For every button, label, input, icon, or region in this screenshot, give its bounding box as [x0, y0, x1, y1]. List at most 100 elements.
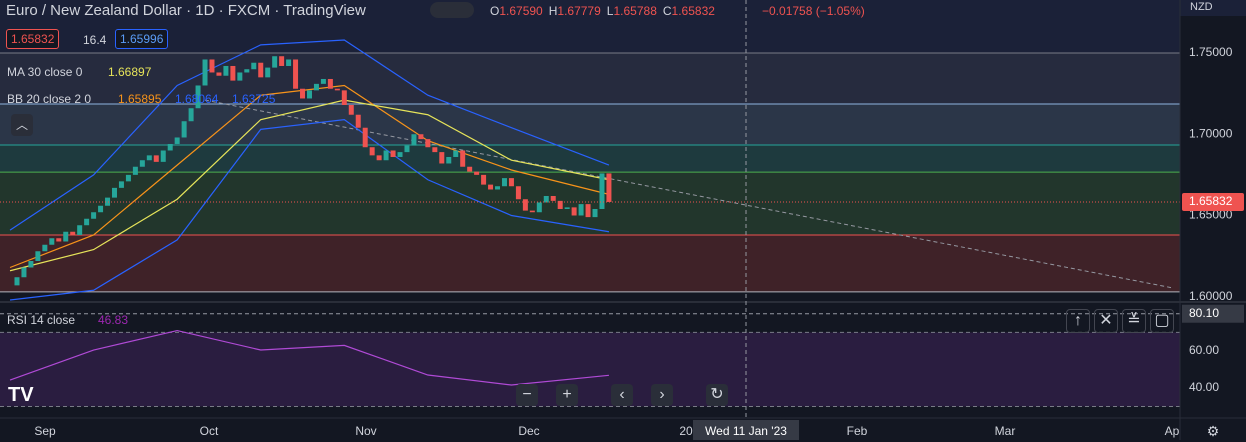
candle [313, 83, 319, 91]
y-tick-label: 1.65000 [1189, 208, 1233, 222]
candle [132, 166, 138, 175]
candle [383, 150, 389, 161]
move-up-button[interactable]: ↑ [1066, 309, 1090, 333]
candle [21, 267, 27, 278]
spread: 16.4 [83, 33, 107, 47]
candle [237, 72, 243, 81]
candle [529, 210, 535, 213]
candle [557, 200, 563, 209]
last-price-label: 1.65832 [1189, 194, 1233, 208]
candle [105, 197, 111, 206]
candle [146, 155, 152, 161]
time-label: 20 [679, 424, 693, 438]
candle [390, 150, 396, 157]
candle [446, 156, 452, 164]
candle [571, 207, 577, 216]
candle [432, 147, 438, 153]
time-label: Sep [34, 424, 56, 438]
candle [188, 108, 194, 122]
candle [481, 174, 487, 185]
settings-button[interactable]: ⚙ [1206, 423, 1220, 439]
candle [28, 260, 34, 268]
candle [279, 56, 285, 66]
candle [118, 181, 124, 188]
title: Euro / New Zealand Dollar · 1D · FXCM · … [6, 2, 366, 19]
candle [202, 59, 208, 86]
candle [369, 147, 375, 156]
candle [411, 134, 417, 146]
candle [84, 218, 90, 226]
ohlc-value: 1.67590 [499, 4, 543, 18]
pane-divider [0, 301, 1246, 303]
rsi-tick-label: 60.00 [1189, 343, 1219, 357]
candle [501, 178, 507, 187]
rsi-line [9, 329, 610, 386]
bb-lower-line [9, 118, 610, 301]
candle [543, 195, 549, 203]
candle [564, 207, 570, 209]
currency: NZD [1190, 1, 1213, 13]
candle [362, 127, 368, 148]
candle [195, 85, 201, 109]
candle [209, 59, 215, 73]
ma-label: MA 30 close 0 [7, 65, 83, 79]
top-right [1180, 0, 1246, 16]
scroll-right-button[interactable]: › [651, 384, 673, 406]
candle [125, 174, 131, 182]
candle [488, 184, 494, 190]
close-pane-button[interactable]: ✕ [1094, 309, 1118, 333]
candle [341, 90, 347, 105]
scroll-left-button[interactable]: ‹ [611, 384, 633, 406]
zoom-out-button[interactable]: − [516, 384, 538, 406]
ohlc-value: 1.67779 [557, 4, 601, 18]
rsi-band [0, 332, 1180, 407]
candle [244, 69, 250, 73]
candle [167, 143, 173, 151]
rsi-value: 46.83 [98, 313, 129, 327]
candle [536, 202, 542, 213]
candle [91, 212, 97, 219]
ohlc-value: 1.65832 [671, 4, 715, 18]
bb-upper: 1.68064 [175, 92, 219, 106]
candle [578, 204, 584, 216]
rsi-tick-label: 40.00 [1189, 380, 1219, 394]
last-price-tag [1182, 192, 1244, 211]
ohlc-key: O [490, 4, 500, 18]
zoom-in-button[interactable]: + [556, 384, 578, 406]
candle [230, 65, 236, 81]
change: −0.01758 (−1.05%) [762, 4, 865, 18]
maximize-button[interactable]: ▢ [1150, 309, 1174, 333]
sell-price[interactable]: 1.65832 [6, 29, 60, 49]
crosshair-time-tag [693, 420, 799, 440]
candle [49, 238, 55, 245]
candle [508, 178, 514, 187]
candle [418, 134, 424, 140]
candle [265, 67, 271, 78]
crosshair-value: 80.10 [1189, 306, 1219, 320]
level-band [0, 104, 1180, 145]
collapse-button[interactable]: ︿ [11, 114, 33, 136]
reset-button[interactable]: ↻ [706, 384, 728, 406]
level-band [0, 172, 1180, 235]
candle [585, 204, 591, 218]
rsi-label: RSI 14 close [7, 313, 76, 327]
candle [397, 152, 403, 157]
candle [334, 88, 340, 91]
candle [495, 186, 501, 190]
ohlc: O1.67590 H1.67779 L1.65788 C1.65832 [490, 4, 721, 18]
candle [606, 173, 612, 202]
top-area [0, 0, 1180, 53]
ma-value: 1.66897 [108, 65, 152, 79]
bb-lower: 1.63725 [232, 92, 276, 106]
candle [286, 59, 292, 66]
candle [376, 155, 382, 161]
buy-price[interactable]: 1.65996 [115, 29, 169, 49]
candle [355, 114, 361, 128]
candle [153, 155, 159, 162]
toggle[interactable] [430, 2, 474, 18]
candle [425, 139, 431, 148]
candle [111, 187, 117, 198]
collapse-pane-button[interactable]: ≚ [1122, 309, 1146, 333]
